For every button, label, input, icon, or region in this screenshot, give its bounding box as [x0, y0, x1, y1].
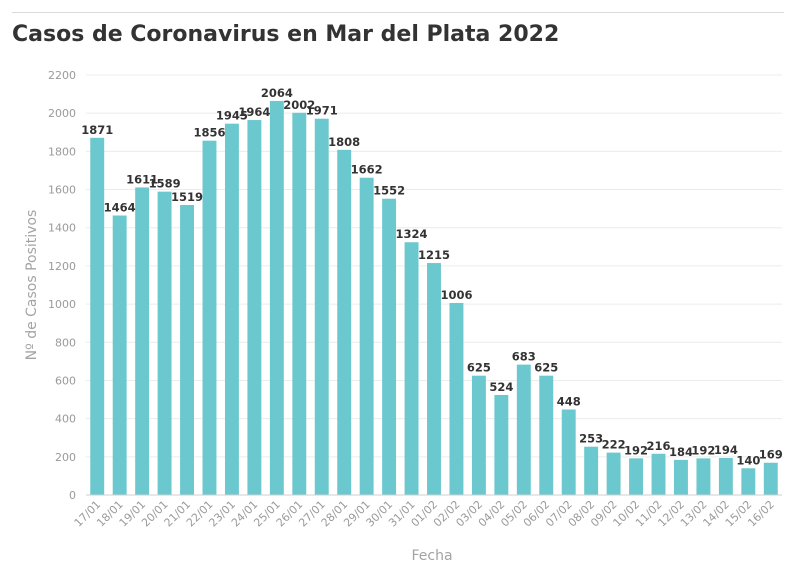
- bar: [337, 149, 352, 495]
- bar: [651, 453, 666, 495]
- data-label: 1662: [351, 163, 383, 177]
- bar: [718, 457, 733, 495]
- y-tick-label: 1000: [48, 298, 76, 311]
- x-axis-title: Fecha: [411, 548, 452, 564]
- y-tick-label: 1200: [48, 260, 76, 273]
- y-tick-label: 1800: [48, 145, 76, 158]
- data-label: 1006: [440, 288, 472, 302]
- x-axis-ticks: 17/0118/0119/0120/0121/0122/0123/0124/01…: [72, 498, 777, 530]
- data-label: 192: [691, 443, 715, 457]
- y-tick-label: 1400: [48, 222, 76, 235]
- gridlines: [86, 74, 782, 496]
- bar: [449, 302, 464, 495]
- bar: [629, 458, 644, 495]
- bar: [269, 100, 284, 496]
- data-label: 1856: [193, 126, 225, 140]
- bar: [539, 375, 554, 495]
- y-tick-label: 600: [55, 374, 76, 387]
- y-axis-title: Nº de Casos Positivos: [24, 210, 40, 361]
- data-label: 1971: [306, 104, 338, 118]
- y-tick-label: 0: [69, 489, 76, 502]
- data-label: 184: [669, 445, 693, 459]
- data-label: 1589: [149, 177, 181, 191]
- bar: [606, 452, 621, 495]
- bar: [763, 462, 778, 495]
- data-label: 2064: [261, 86, 293, 100]
- bar: [494, 394, 509, 495]
- data-label: 253: [579, 432, 603, 446]
- bar: [696, 458, 711, 495]
- bar: [516, 364, 531, 495]
- bar: [427, 263, 441, 495]
- data-label: 1215: [418, 248, 450, 262]
- bar: [561, 409, 576, 495]
- data-label: 1519: [171, 190, 203, 204]
- data-label: 524: [489, 380, 513, 394]
- data-label: 448: [557, 394, 581, 408]
- y-tick-label: 800: [55, 336, 76, 349]
- y-tick-label: 200: [55, 451, 76, 464]
- bar: [471, 375, 486, 495]
- data-label: 1964: [238, 105, 270, 119]
- bar: [292, 112, 307, 496]
- y-tick-label: 2200: [48, 69, 76, 82]
- chart-title: Casos de Coronavirus en Mar del Plata 20…: [12, 22, 560, 47]
- data-label: 2002: [283, 98, 315, 112]
- data-label: 1552: [373, 184, 405, 198]
- top-divider: [12, 12, 784, 13]
- bar: [135, 187, 150, 496]
- y-tick-label: 1600: [48, 184, 76, 197]
- data-label: 222: [602, 438, 626, 452]
- data-label: 1464: [104, 201, 136, 215]
- bar: [180, 205, 194, 495]
- bar: [741, 468, 756, 495]
- data-label: 169: [759, 448, 783, 462]
- data-label: 216: [647, 439, 671, 453]
- y-tick-label: 2000: [48, 107, 76, 120]
- bar: [359, 177, 374, 495]
- bar: [404, 242, 419, 495]
- data-label: 1611: [126, 172, 158, 186]
- bar: [224, 123, 239, 495]
- data-label: 1945: [216, 109, 248, 123]
- bar: [382, 198, 397, 495]
- y-tick-label: 400: [55, 413, 76, 426]
- data-label: 140: [736, 453, 760, 467]
- bars: [90, 100, 778, 496]
- bar: [90, 137, 105, 496]
- data-label: 625: [467, 361, 491, 375]
- bar: [674, 459, 688, 495]
- bar: [112, 215, 127, 495]
- data-label: 1324: [396, 227, 428, 241]
- x-tick-label: 16/02: [745, 498, 777, 530]
- data-label: 192: [624, 443, 648, 457]
- bar: [314, 118, 329, 495]
- data-label: 625: [534, 361, 558, 375]
- bar: [202, 140, 217, 495]
- data-label: 1808: [328, 135, 360, 149]
- bar: [157, 191, 172, 496]
- bar: [247, 120, 262, 496]
- data-label: 683: [512, 350, 536, 364]
- y-axis-ticks: 0 200 400 600 800 1000 1200 1400 1600 1800 2000 220…: [48, 69, 76, 502]
- bar: [584, 446, 599, 495]
- data-label: 1871: [81, 123, 113, 137]
- data-label: 194: [714, 443, 738, 457]
